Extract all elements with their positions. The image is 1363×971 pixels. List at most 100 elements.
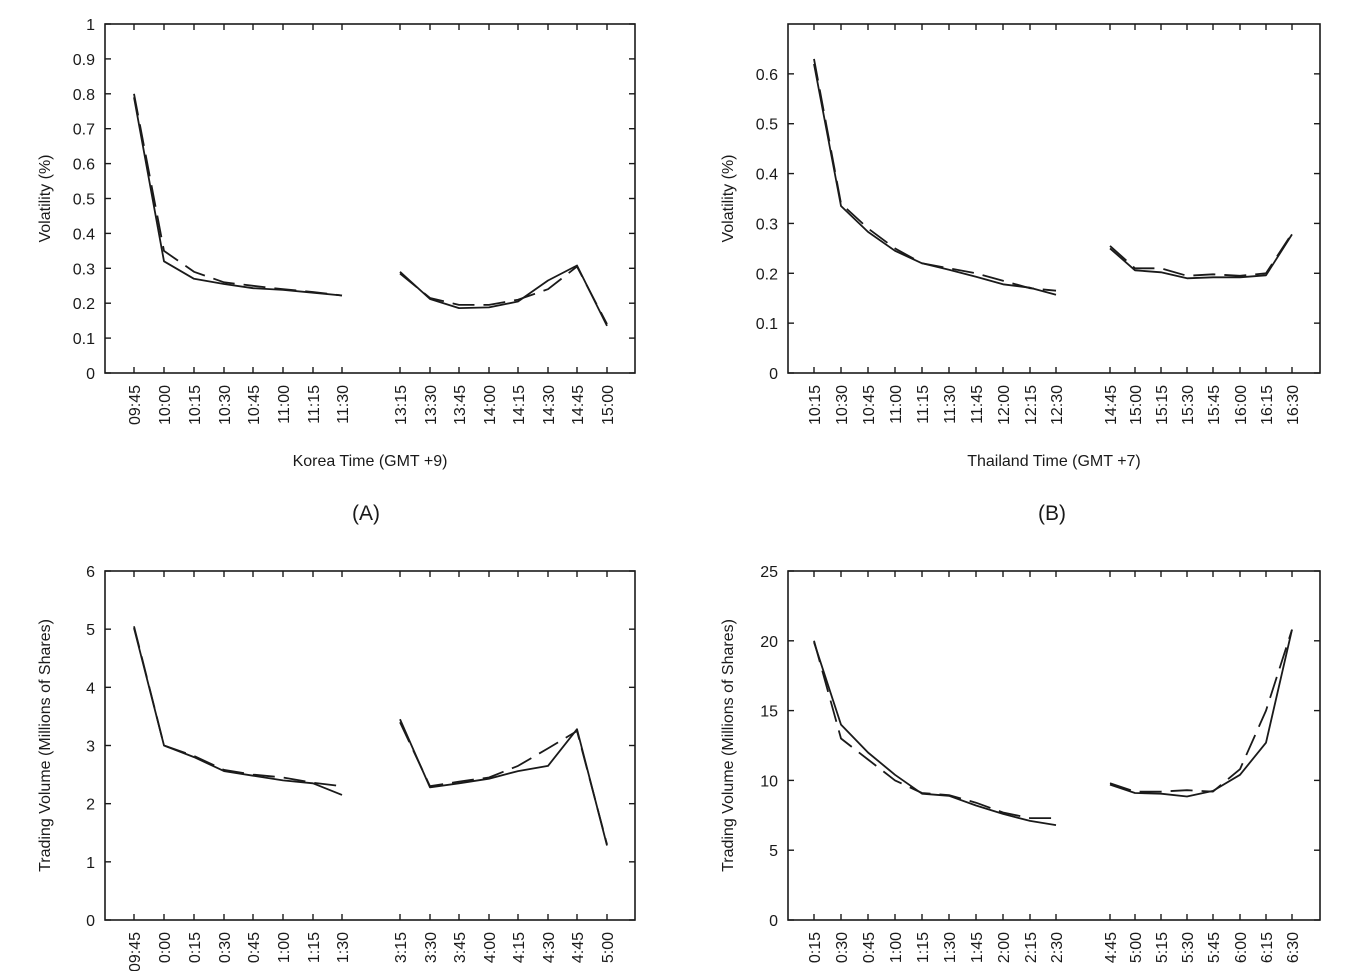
x-tick-label: 10:15: [807, 385, 824, 425]
y-tick-label: 15: [760, 704, 778, 721]
x-tick-label: 0:15: [187, 932, 204, 963]
chart-panel-1: 0 0.1 0.2 0.3 0.4 0.5 0.6 0.7 0.8 0.9 1 09:45 10:00 1…: [37, 17, 636, 525]
chart-panel-4: 0 5 10 15 20 25 0:15 0:30 0:45 1:00 1:15 1:30 1:45 2:…: [720, 564, 1321, 963]
x-tick-label: 15:00: [1128, 385, 1145, 425]
x-tick-label: 09:45: [127, 385, 144, 425]
x-tick-label: 15:15: [1154, 385, 1171, 425]
x-tick-label: 11:45: [969, 385, 986, 424]
x-tick-label: 0:15: [807, 932, 824, 963]
plot-frame: [104, 570, 636, 921]
x-tick-label: 16:00: [1233, 385, 1250, 425]
x-tick-label: 6:00: [1233, 932, 1250, 963]
x-tick-label: 11:15: [915, 385, 932, 424]
y-tick-label: 0.3: [756, 216, 778, 233]
x-tick-label: 10:45: [246, 385, 263, 425]
plot-frame: [787, 570, 1321, 921]
x-tick-label: 13:30: [423, 385, 440, 425]
x-tick-label: 12:00: [996, 385, 1013, 425]
y-tick-label: 0.5: [73, 192, 95, 209]
panel-label: (B): [1038, 502, 1066, 525]
x-tick-label: 5:00: [1128, 932, 1145, 963]
y-axis-title: Trading Volume (Millions of Shares): [720, 619, 737, 872]
y-tick-label: 0.8: [73, 87, 95, 104]
y-tick-label: 20: [760, 634, 778, 651]
x-tick-label: 10:30: [217, 385, 234, 425]
x-tick-label: 2:00: [996, 932, 1013, 963]
x-tick-label: 2:30: [1049, 932, 1066, 963]
x-tick-label: 2:15: [1023, 932, 1040, 963]
x-tick-label: 4:45: [570, 932, 587, 963]
x-tick-label: 1:30: [335, 932, 352, 963]
x-tick-label: 16:30: [1285, 385, 1302, 425]
series-solid-line: [813, 641, 1057, 826]
series-solid-line: [133, 627, 343, 796]
y-tick-label: 0.6: [73, 157, 95, 174]
series-solid-line: [399, 718, 608, 846]
y-tick-label: 0.6: [756, 67, 778, 84]
x-tick-label: 10:45: [861, 385, 878, 425]
x-tick-label: 14:45: [1103, 385, 1120, 425]
x-axis-title: Korea Time (GMT +9): [293, 453, 448, 470]
x-tick-label: 09:45: [127, 932, 144, 971]
y-tick-label: 0.4: [73, 226, 95, 243]
panel-label: (A): [352, 502, 380, 525]
y-tick-label: 0.2: [73, 296, 95, 313]
series-dashed-line: [133, 626, 343, 788]
x-tick-label: 10:30: [834, 385, 851, 425]
x-tick-label: 1:45: [969, 932, 986, 963]
y-tick-label: 25: [760, 564, 778, 581]
x-tick-label: 5:00: [600, 932, 617, 963]
y-tick-label: 1: [86, 855, 95, 872]
y-tick-label: 6: [86, 564, 95, 581]
series-solid-line: [1109, 629, 1293, 798]
y-tick-label: 0.4: [756, 167, 778, 184]
y-tick-label: 10: [760, 773, 778, 790]
y-axis-title: Volatility (%): [37, 154, 54, 242]
series-dashed-line: [1109, 629, 1293, 793]
x-tick-label: 16:15: [1259, 385, 1276, 425]
series-solid-line: [813, 63, 1057, 296]
y-tick-label: 0: [86, 366, 95, 383]
series-dashed-line: [1109, 232, 1293, 277]
x-tick-label: 14:45: [570, 385, 587, 425]
x-tick-label: 0:45: [861, 932, 878, 963]
x-tick-label: 0:45: [246, 932, 263, 963]
x-tick-label: 1:30: [942, 932, 959, 963]
x-tick-label: 15:00: [600, 385, 617, 425]
series-dashed-line: [813, 640, 1056, 819]
x-axis-title: Thailand Time (GMT +7): [967, 453, 1141, 470]
x-tick-label: 4:00: [482, 932, 499, 963]
x-tick-label: 11:30: [942, 385, 959, 424]
x-tick-label: 5:45: [1206, 932, 1223, 963]
series-dashed-line: [813, 58, 1057, 292]
y-tick-label: 3: [86, 739, 95, 756]
x-tick-label: 4:45: [1103, 932, 1120, 963]
y-axis-title: Volatility (%): [720, 154, 737, 242]
y-tick-label: 0.5: [756, 117, 778, 134]
x-tick-label: 4:30: [541, 932, 558, 963]
x-tick-label: 1:15: [915, 932, 932, 963]
x-tick-label: 0:30: [217, 932, 234, 963]
x-tick-label: 3:30: [423, 932, 440, 963]
x-tick-label: 5:15: [1154, 932, 1171, 963]
y-tick-label: 0: [769, 366, 778, 383]
series-solid-line: [1109, 233, 1293, 280]
y-axis-title: Trading Volume (Millions of Shares): [37, 619, 54, 872]
y-tick-label: 1: [86, 17, 95, 34]
y-tick-label: 4: [86, 680, 95, 697]
series-solid-line: [399, 264, 608, 327]
x-tick-label: 12:30: [1049, 385, 1066, 425]
y-tick-label: 0: [86, 913, 95, 930]
y-tick-label: 0.7: [73, 122, 95, 139]
y-tick-label: 0: [769, 913, 778, 930]
y-tick-label: 5: [769, 843, 778, 860]
x-tick-label: 14:30: [541, 385, 558, 425]
y-tick-label: 0.2: [756, 266, 778, 283]
x-tick-label: 3:45: [452, 932, 469, 963]
x-tick-label: 4:15: [511, 932, 528, 963]
x-tick-label: 6:15: [1259, 932, 1276, 963]
x-tick-label: 1:00: [888, 932, 905, 963]
x-tick-label: 15:45: [1206, 385, 1223, 425]
y-tick-label: 0.1: [756, 316, 778, 333]
